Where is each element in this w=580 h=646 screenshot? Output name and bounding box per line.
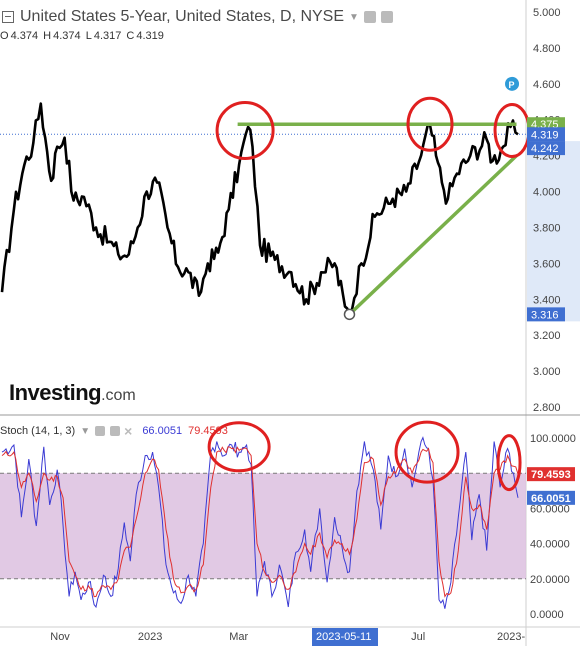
investing-logo: Investing.com [9,380,136,406]
price-tag-label: 4.319 [531,129,559,141]
chevron-down-icon[interactable]: ▼ [349,11,359,23]
indicator-chevron-icon[interactable]: ▼ [80,425,91,437]
highlight-circle [406,96,454,152]
ohlc-open-key: O [0,30,9,42]
ohlc-close-value: 4.319 [136,30,164,42]
ohlc-low-value: 4.317 [93,30,122,42]
price-tick-label: 4.600 [533,79,561,91]
stoch-value-tag [527,467,575,482]
indicator-settings-icon[interactable] [110,426,121,436]
price-tag [527,307,565,322]
price-tick-label: 3.200 [533,330,561,342]
stoch-d-value: 79.4593 [188,425,228,437]
trend-anchor-point [343,308,356,321]
stoch-tick-label: 40.0000 [530,539,570,551]
stoch-highlight-circle [394,420,460,484]
price-tick-label: 5.000 [533,7,561,19]
highlight-circle [493,103,531,158]
x-tick-label: 2023- [497,631,525,643]
stoch-highlight-circle [496,434,522,492]
stoch-tick-label: 60.0000 [530,503,570,515]
logo-suffix: .com [101,387,136,404]
highlighted-date-box [312,628,379,646]
price-tick-label: 4.000 [533,187,561,199]
price-tag [527,127,565,142]
price-tick-label: 3.800 [533,222,561,234]
stoch-d-line [1,446,519,598]
highlighted-date-label: 2023-05-11 [316,631,371,643]
x-tick-label: Mar [229,631,248,643]
ohlc-close-key: C [126,30,135,42]
price-tag-label: 3.316 [531,309,559,321]
ohlc-open-value: 4.374 [10,30,39,42]
chart-header: United States 5-Year, United States, D, … [0,6,393,28]
stoch-tick-label: 100.0000 [530,433,576,445]
price-tick-label: 3.600 [533,258,561,270]
indicator-visibility-icon[interactable] [95,426,106,436]
price-tick-label: 4.800 [533,43,561,55]
stoch-band [0,473,526,579]
price-series-line [0,102,519,316]
price-tick-label: 2.800 [533,402,561,414]
highlight-circle [215,101,275,160]
price-tick-label: 3.400 [533,294,561,306]
stoch-tick-label: 0.0000 [530,609,564,621]
ohlc-low-key: L [85,30,92,42]
visibility-icon[interactable] [380,11,393,23]
x-tick-label: Nov [50,631,70,643]
ohlc-high-value: 4.374 [53,30,81,42]
p-marker-icon [505,76,520,91]
collapse-icon[interactable] [2,11,14,23]
x-tick-label: Jul [411,631,425,643]
ohlc-high-key: H [43,30,52,42]
axis-range-highlight [527,141,580,322]
stoch-tick-label: 20.0000 [530,574,570,586]
indicator-close-icon[interactable]: × [124,423,133,439]
stoch-k-value: 66.0051 [142,425,183,437]
indicator-header: Stoch (14, 1, 3) ▼ × 66.0051 79.4593 [0,423,228,439]
p-marker-label: P [509,80,515,90]
chart-title: United States 5-Year, United States, D, … [20,8,345,25]
logo-brand: Investing [9,380,102,405]
ohlc-readout: O 4.374 H 4.374 L 4.317 C 4.319 [0,30,166,42]
stoch-highlight-circle [207,421,271,473]
x-tick-label: 2023 [138,631,162,643]
price-tag-label: 4.242 [531,143,559,155]
stoch-value-tag-label: 79.4593 [531,469,571,481]
stoch-value-tag [527,490,575,505]
price-tick-label: 3.000 [533,366,561,378]
settings-icon[interactable] [363,11,376,23]
price-tag [527,141,565,156]
stoch-value-tag-label: 66.0051 [531,493,571,505]
indicator-name: Stoch (14, 1, 3) [0,425,76,437]
support-trendline [348,154,518,316]
